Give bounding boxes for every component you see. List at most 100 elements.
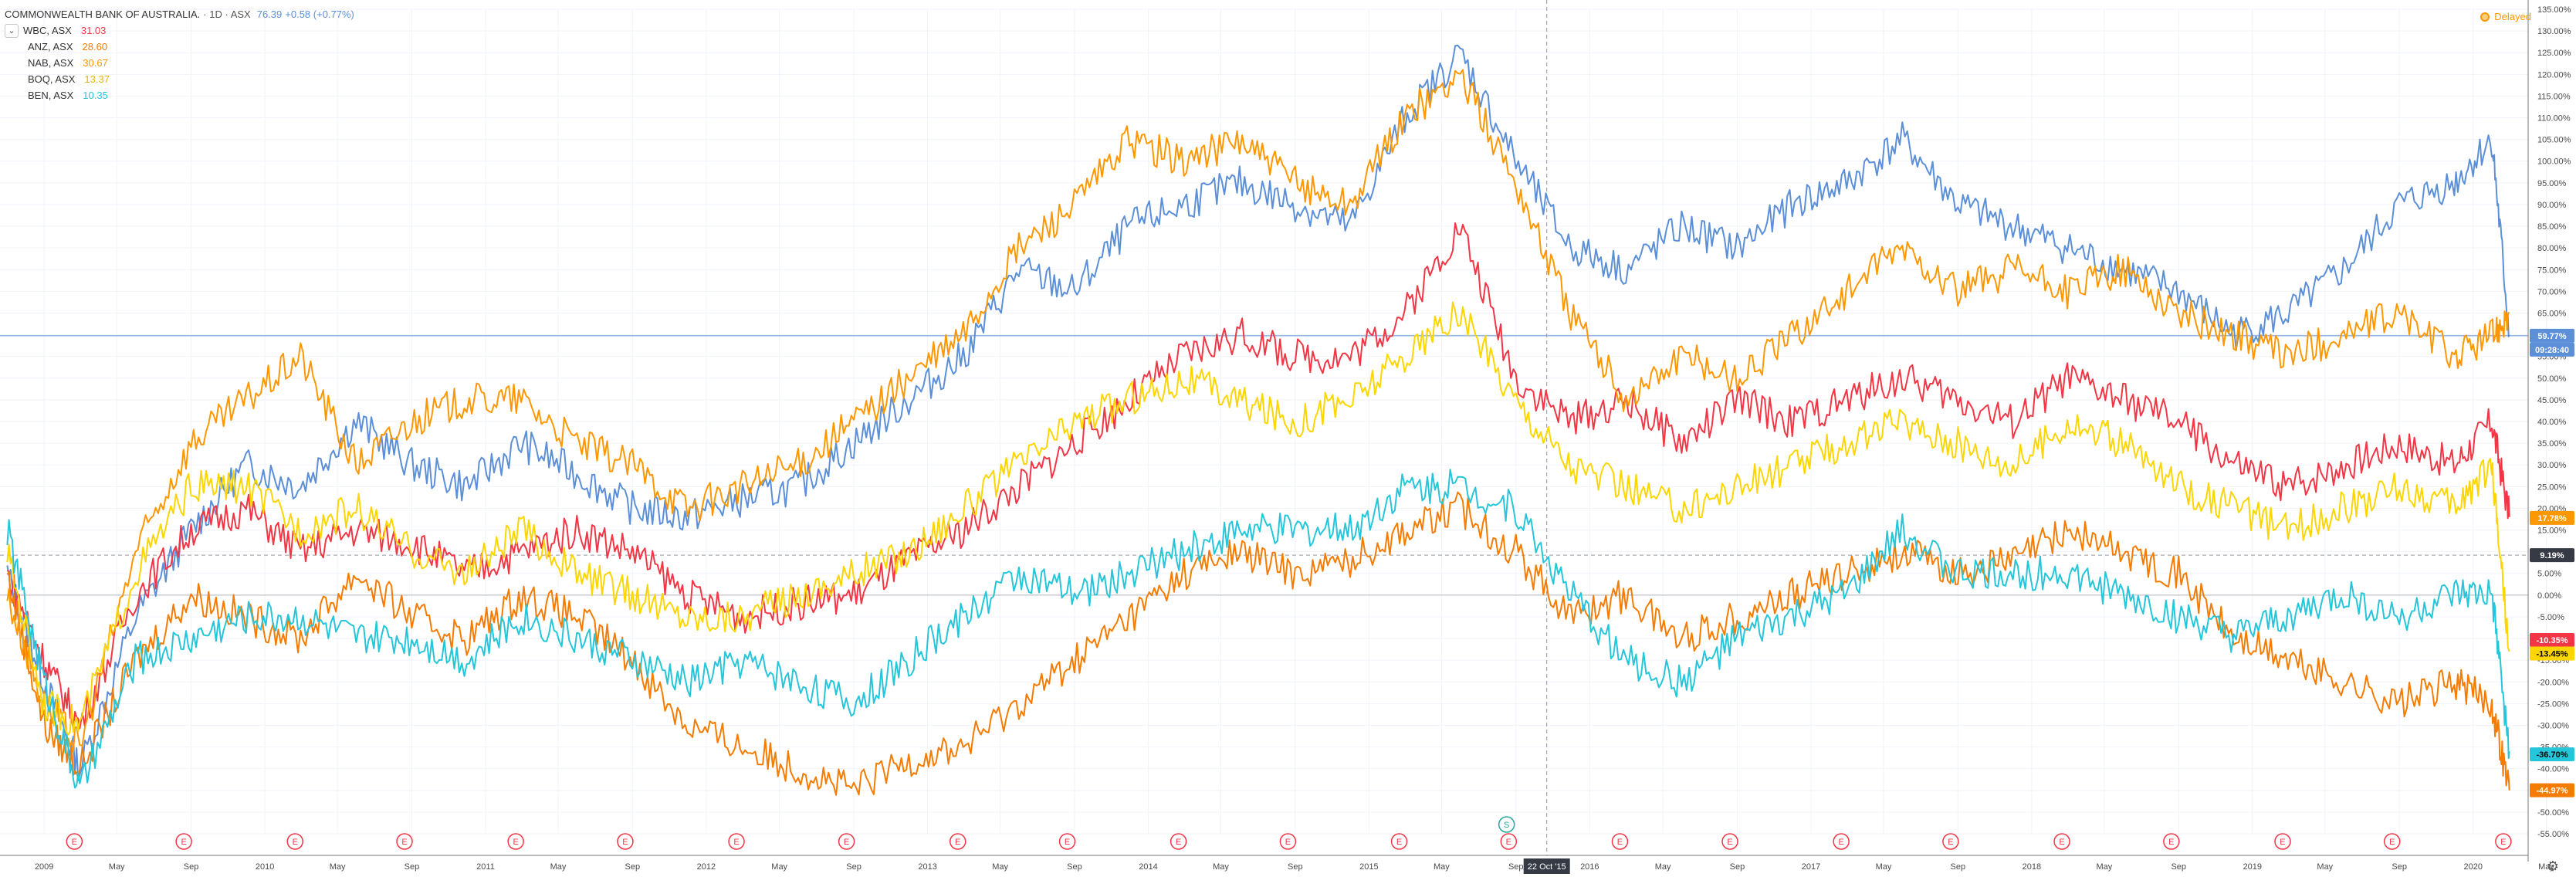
x-tick-label: Sep: [2171, 862, 2186, 872]
y-tick-label: 110.00%: [2537, 114, 2571, 124]
settings-gear-icon[interactable]: ⚙: [2547, 858, 2559, 875]
delayed-label: Delayed: [2494, 11, 2531, 22]
earnings-circle: [175, 833, 192, 850]
legend-item-boq[interactable]: BOQ, ASX 13.37: [28, 71, 354, 87]
price-tag-bg: [2530, 328, 2574, 343]
price-tag-text: 59.77%: [2537, 332, 2567, 341]
x-tick-label: May: [2538, 862, 2554, 872]
earnings-markers: E E E E E E E E E E E E E E E E E E E E E E ES: [66, 816, 2512, 850]
x-tick-label: May: [771, 862, 787, 872]
price-tag-text: 9.19%: [2540, 551, 2564, 560]
earnings-label: E: [1727, 838, 1732, 847]
earnings-label: E: [2500, 838, 2506, 847]
legend-symbol: WBC, ASX: [23, 25, 72, 36]
x-tick-label: Sep: [1067, 862, 1082, 872]
price-tag-bg: [2530, 548, 2574, 563]
earnings-circle: [2163, 833, 2180, 850]
earnings-marker: E: [1279, 833, 1297, 850]
legend-item-anz[interactable]: ANZ, ASX 28.60: [28, 39, 354, 55]
earnings-circle: [1721, 833, 1738, 850]
earnings-label: E: [2280, 838, 2285, 847]
earnings-marker: E: [1058, 833, 1076, 850]
earnings-marker: E: [838, 833, 855, 850]
x-tick-label: Sep: [1288, 862, 1303, 872]
legend-value: 28.60: [82, 41, 108, 52]
earnings-label: E: [293, 838, 298, 847]
collapse-legend-button[interactable]: ⌄: [5, 23, 19, 38]
price-tag-bg: [2530, 633, 2574, 648]
y-tick-label: -40.00%: [2537, 765, 2569, 774]
price-tag: -44.97%: [2530, 783, 2574, 797]
legend-value: 10.35: [83, 90, 108, 101]
legend-item-ben[interactable]: BEN, ASX 10.35: [28, 87, 354, 103]
x-tick-label: 2018: [2023, 862, 2041, 872]
legend-symbol: BOQ, ASX: [28, 73, 76, 85]
x-tick-label: 2015: [1359, 862, 1378, 872]
crosshair-date-label: 22 Oct '15: [1523, 858, 1570, 874]
delayed-badge[interactable]: Delayed: [2480, 11, 2531, 22]
earnings-marker: E: [617, 833, 634, 850]
earnings-circle: [2053, 833, 2070, 850]
series-line-anz: [6, 491, 2510, 796]
earnings-circle: [1390, 833, 1408, 850]
main-symbol-row[interactable]: COMMONWEALTH BANK OF AUSTRALIA. · 1D · A…: [5, 6, 354, 22]
earnings-marker: E: [1390, 833, 1408, 850]
main-symbol-title[interactable]: COMMONWEALTH BANK OF AUSTRALIA.: [5, 8, 201, 20]
series-lines: [6, 44, 2510, 796]
earnings-marker: E: [2274, 833, 2291, 850]
price-tag-text: -36.70%: [2537, 750, 2568, 760]
earnings-marker: E: [507, 833, 524, 850]
earnings-label: E: [1176, 838, 1181, 847]
earnings-marker: E: [728, 833, 745, 850]
earnings-label: E: [1396, 838, 1402, 847]
y-tick-label: -55.00%: [2537, 830, 2569, 839]
price-tag: -13.45%: [2530, 646, 2574, 661]
x-tick-label: Sep: [184, 862, 199, 872]
y-tick-label: 45.00%: [2537, 396, 2567, 405]
earnings-label: E: [2059, 838, 2064, 847]
x-tick-label: Sep: [625, 862, 641, 872]
main-interval: · 1D · ASX: [203, 8, 251, 20]
legend-item-wbc[interactable]: ⌄ WBC, ASX 31.03: [5, 22, 354, 39]
earnings-label: E: [1506, 838, 1511, 847]
crosshair-date-text: 22 Oct '15: [1528, 862, 1566, 872]
main-price: 76.39: [256, 8, 283, 20]
y-tick-label: 65.00%: [2537, 309, 2567, 318]
x-tick-label: May: [550, 862, 567, 872]
price-tag: 09:28:40: [2530, 342, 2574, 357]
earnings-label: E: [1065, 838, 1070, 847]
split-marker: [1498, 816, 1515, 833]
earnings-circle: [838, 833, 855, 850]
x-tick-label: May: [2097, 862, 2113, 872]
legend-item-nab[interactable]: NAB, ASX 30.67: [28, 55, 354, 71]
price-tag-text: -13.45%: [2537, 649, 2568, 659]
price-tag: -10.35%: [2530, 633, 2574, 648]
y-tick-label: 0.00%: [2537, 591, 2561, 601]
x-tick-label: 2012: [697, 862, 716, 872]
clock-icon: [2480, 12, 2490, 22]
x-tick-label: May: [1213, 862, 1229, 872]
earnings-label: E: [1617, 838, 1623, 847]
y-tick-label: 100.00%: [2537, 157, 2571, 167]
price-tag-bg: [2530, 510, 2574, 525]
y-tick-label: 85.00%: [2537, 222, 2567, 232]
price-tag-text: -44.97%: [2537, 787, 2568, 796]
earnings-label: E: [2168, 838, 2174, 847]
y-tick-label: 25.00%: [2537, 483, 2567, 492]
x-tick-label: May: [992, 862, 1008, 872]
earnings-marker: E: [2495, 833, 2512, 850]
y-tick-label: 95.00%: [2537, 179, 2567, 188]
price-tag-bg: [2530, 783, 2574, 797]
earnings-circle: [1170, 833, 1187, 850]
y-tick-label: 35.00%: [2537, 439, 2567, 449]
earnings-label: E: [513, 838, 518, 847]
series-line-ben: [6, 469, 2510, 789]
earnings-label: E: [1948, 838, 1953, 847]
legend-symbol: ANZ, ASX: [28, 41, 73, 52]
earnings-circle: [1058, 833, 1076, 850]
price-tag-text: -10.35%: [2537, 636, 2568, 645]
crosshair-date-bg: [1523, 858, 1570, 874]
x-tick-label: May: [2317, 862, 2333, 872]
x-tick-label: 2009: [35, 862, 53, 872]
